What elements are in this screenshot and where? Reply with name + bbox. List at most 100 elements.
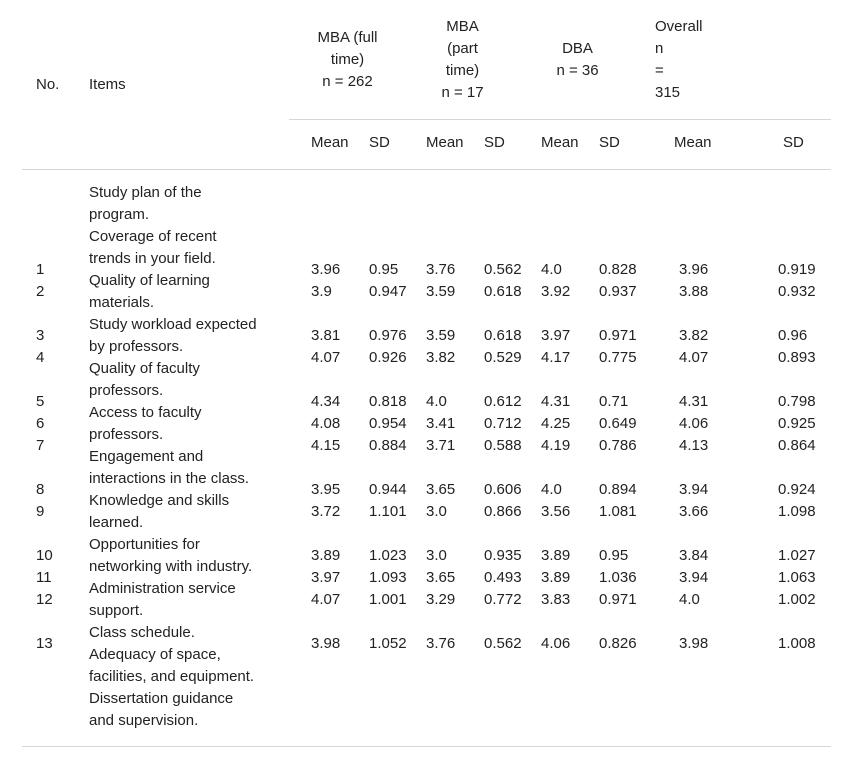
sd-cell: 0.798 [778, 393, 816, 410]
mean-cell: 3.71 [426, 437, 456, 454]
mean-cell: 3.83 [541, 591, 571, 608]
item-text-line: professors. [89, 382, 164, 399]
mean-cell: 4.15 [311, 437, 341, 454]
mean-cell: 4.19 [541, 437, 571, 454]
mean-cell: 3.29 [426, 591, 456, 608]
mean-cell: 3.59 [426, 283, 456, 300]
header-items: Items [89, 76, 126, 93]
sd-cell: 0.562 [484, 261, 522, 278]
sd-cell: 0.976 [369, 327, 407, 344]
mean-cell: 3.88 [679, 283, 709, 300]
sd-cell: 0.954 [369, 415, 407, 432]
mean-cell: 3.59 [426, 327, 456, 344]
subheader-sd: SD [783, 134, 804, 151]
header-line: = [655, 62, 664, 79]
sd-cell: 0.884 [369, 437, 407, 454]
sd-cell: 1.052 [369, 635, 407, 652]
mean-cell: 4.0 [426, 393, 447, 410]
mean-cell: 3.66 [679, 503, 709, 520]
row-number: 12 [36, 591, 53, 608]
sd-cell: 1.098 [778, 503, 816, 520]
header-line: n = 262 [322, 73, 373, 90]
item-text-line: support. [89, 602, 144, 619]
item-text-line: Quality of learning [89, 272, 210, 289]
subheader-mean: Mean [311, 134, 349, 151]
sd-cell: 0.775 [599, 349, 637, 366]
row-number: 5 [36, 393, 45, 410]
sd-cell: 0.919 [778, 261, 816, 278]
header-group-dba: DBA n = 36 [540, 38, 615, 82]
sd-cell: 0.935 [484, 547, 522, 564]
mean-cell: 3.41 [426, 415, 456, 432]
mean-cell: 4.13 [679, 437, 709, 454]
row-number: 11 [36, 569, 52, 586]
item-text-line: trends in your field. [89, 250, 216, 267]
item-text-line: networking with industry. [89, 558, 253, 575]
mean-cell: 3.97 [541, 327, 571, 344]
mean-cell: 4.17 [541, 349, 571, 366]
mean-cell: 3.94 [679, 481, 709, 498]
row-number: 13 [36, 635, 53, 652]
header-line: DBA [562, 40, 593, 57]
header-line: time) [445, 62, 480, 79]
mean-cell: 3.97 [311, 569, 341, 586]
sd-cell: 0.562 [484, 635, 522, 652]
sd-cell: 0.95 [369, 261, 399, 278]
mean-cell: 4.34 [311, 393, 341, 410]
mean-cell: 3.89 [541, 547, 571, 564]
item-text-line: facilities, and equipment. [89, 668, 255, 685]
sd-cell: 0.95 [599, 547, 629, 564]
row-number: 9 [36, 503, 45, 520]
mean-cell: 4.07 [311, 591, 341, 608]
table-header-bottom-rule [22, 169, 831, 170]
header-line: time) [330, 51, 365, 68]
mean-cell: 3.98 [679, 635, 709, 652]
sd-cell: 0.925 [778, 415, 816, 432]
sd-cell: 1.027 [778, 547, 816, 564]
header-line: n [655, 40, 664, 57]
subheader-mean: Mean [541, 134, 579, 151]
mean-cell: 3.0 [426, 503, 447, 520]
header-divider [289, 119, 831, 120]
item-text-line: Adequacy of space, [89, 646, 221, 663]
header-no: No. [36, 76, 60, 93]
table-bottom-rule [22, 746, 831, 747]
sd-cell: 0.772 [484, 591, 522, 608]
sd-cell: 1.023 [369, 547, 407, 564]
mean-cell: 3.92 [541, 283, 571, 300]
sd-cell: 0.818 [369, 393, 407, 410]
mean-cell: 3.98 [311, 635, 341, 652]
header-line: MBA [446, 18, 479, 35]
item-text-line: by professors. [89, 338, 184, 355]
sd-cell: 0.71 [599, 393, 629, 410]
sd-cell: 0.924 [778, 481, 816, 498]
item-text-line: and supervision. [89, 712, 199, 729]
sd-cell: 0.618 [484, 283, 522, 300]
mean-cell: 3.72 [311, 503, 341, 520]
sd-cell: 1.101 [369, 503, 407, 520]
mean-cell: 3.82 [426, 349, 456, 366]
sd-cell: 0.493 [484, 569, 522, 586]
mean-cell: 3.96 [311, 261, 341, 278]
sd-cell: 0.828 [599, 261, 637, 278]
item-text-line: Knowledge and skills [89, 492, 230, 509]
sd-cell: 0.606 [484, 481, 522, 498]
item-text-line: program. [89, 206, 150, 223]
items-column: Study plan of the program. Coverage of rec… [89, 182, 289, 732]
sd-cell: 1.008 [778, 635, 816, 652]
sd-cell: 1.002 [778, 591, 816, 608]
header-line: n = 36 [556, 62, 599, 79]
mean-cell: 4.0 [679, 591, 700, 608]
mean-cell: 3.89 [311, 547, 341, 564]
sd-cell: 0.971 [599, 327, 637, 344]
mean-cell: 3.9 [311, 283, 332, 300]
mean-cell: 4.08 [311, 415, 341, 432]
sd-cell: 0.947 [369, 283, 407, 300]
item-text-line: interactions in the class. [89, 470, 250, 487]
mean-cell: 4.25 [541, 415, 571, 432]
sd-cell: 0.612 [484, 393, 522, 410]
item-text-line: Class schedule. [89, 624, 195, 641]
sd-cell: 0.893 [778, 349, 816, 366]
sd-cell: 0.971 [599, 591, 637, 608]
item-text-line: Study plan of the [89, 184, 202, 201]
